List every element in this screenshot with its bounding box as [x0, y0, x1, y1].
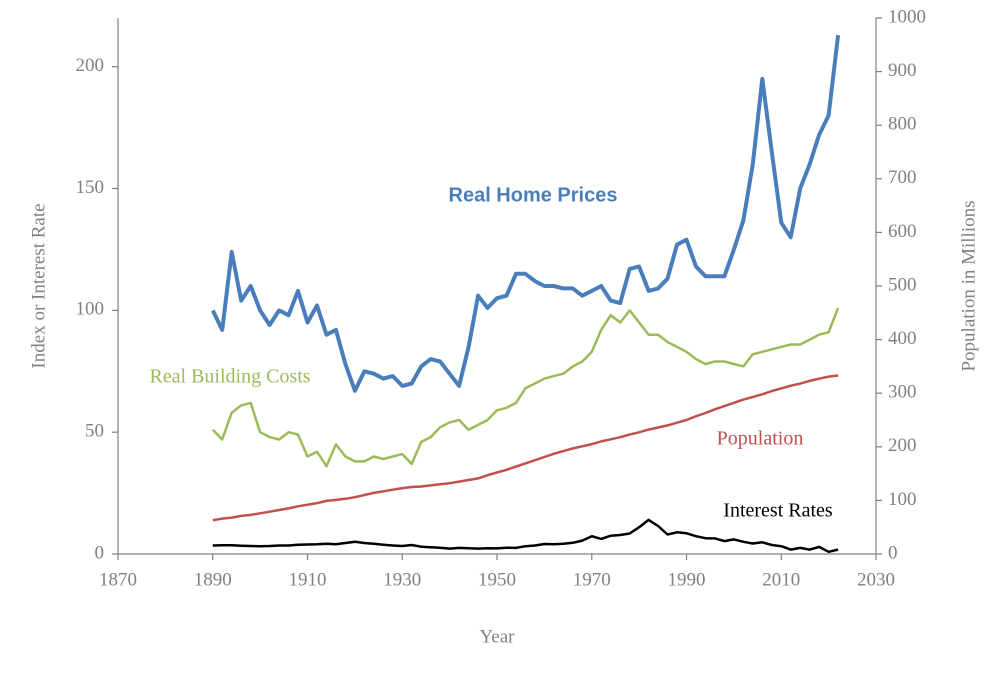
y-tick-label: 0	[95, 542, 105, 563]
y2-axis-label: Population in Millions	[958, 200, 979, 371]
y2-tick-label: 300	[888, 382, 917, 403]
series-label: Real Building Costs	[149, 366, 310, 388]
y2-tick-label: 900	[888, 60, 917, 81]
y2-tick-label: 400	[888, 328, 917, 349]
series-line	[211, 307, 840, 468]
y2-tick-label: 0	[888, 542, 898, 563]
x-tick-label: 2010	[762, 569, 800, 590]
y2-tick-label: 500	[888, 274, 917, 295]
y2-tick-label: 200	[888, 435, 917, 456]
x-tick-label: 1950	[478, 569, 516, 590]
y2-tick-label: 800	[888, 114, 917, 135]
x-tick-label: 1890	[194, 569, 232, 590]
x-tick-label: 1990	[668, 569, 706, 590]
series-label: Real Home Prices	[449, 184, 618, 206]
x-tick-label: 1930	[383, 569, 421, 590]
series-label: Population	[717, 428, 804, 450]
y2-tick-label: 1000	[888, 6, 926, 27]
y-axis-label: Index or Interest Rate	[28, 203, 49, 368]
series-label: Interest Rates	[723, 500, 833, 522]
y2-tick-label: 600	[888, 221, 917, 242]
series-line	[212, 518, 839, 554]
y2-tick-label: 700	[888, 167, 917, 188]
series-line	[210, 34, 841, 393]
y-tick-label: 200	[76, 55, 105, 76]
y-tick-label: 100	[76, 299, 105, 320]
x-axis-label: Year	[479, 626, 515, 647]
x-tick-label: 1870	[99, 569, 137, 590]
x-tick-label: 2030	[857, 569, 895, 590]
y-tick-label: 50	[85, 421, 104, 442]
x-tick-label: 1910	[289, 569, 327, 590]
y-tick-label: 150	[76, 177, 105, 198]
x-tick-label: 1970	[573, 569, 611, 590]
y2-tick-label: 100	[888, 489, 917, 510]
series-line	[212, 374, 839, 522]
